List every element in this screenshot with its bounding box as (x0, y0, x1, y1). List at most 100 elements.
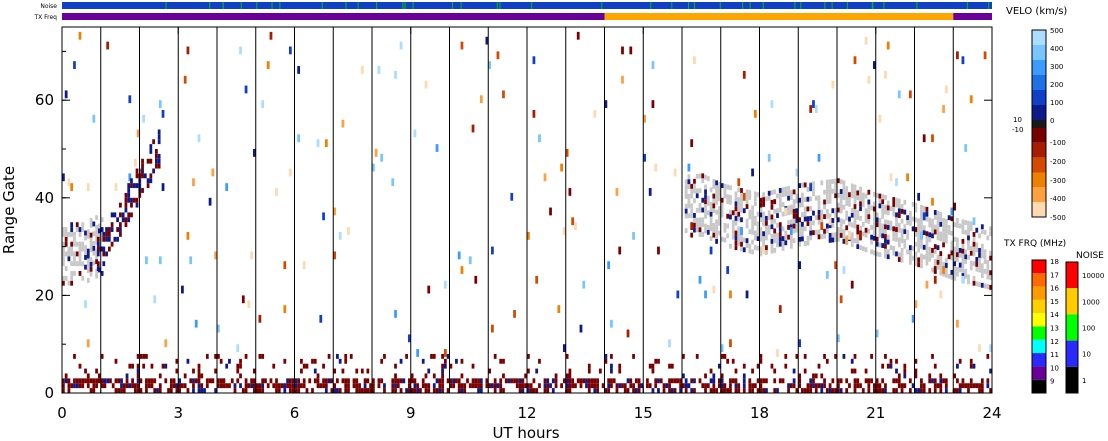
txfreq-colorbar-cell (1032, 366, 1046, 380)
scatter-point (139, 388, 143, 393)
scatter-point (908, 250, 912, 255)
scatter-point (89, 261, 93, 267)
scatter-point (205, 383, 209, 389)
scatter-point (773, 228, 777, 234)
scatter-point (441, 383, 444, 389)
scatter-point (884, 229, 887, 235)
scatter-point (709, 187, 713, 193)
scatter-point (380, 358, 384, 364)
scatter-point (925, 260, 929, 266)
scatter-point (986, 235, 990, 241)
scatter-point (161, 183, 165, 191)
scatter-point (460, 358, 464, 364)
scatter-point (712, 227, 716, 233)
scatter-point (485, 378, 489, 384)
scatter-point (881, 228, 885, 234)
scatter-point (157, 153, 161, 159)
scatter-point (155, 153, 158, 159)
scatter-point (884, 253, 887, 259)
velo-colorbar-label: -10 (1012, 126, 1023, 134)
noise-bar-tick (693, 2, 695, 9)
scatter-point (554, 378, 558, 384)
scatter-point (73, 251, 76, 257)
scatter-point (837, 202, 840, 208)
scatter-point (734, 201, 738, 207)
scatter-point (136, 368, 140, 374)
scatter-point (158, 100, 162, 109)
scatter-point (590, 383, 594, 389)
scatter-point (872, 388, 876, 393)
scatter-point (861, 246, 865, 252)
scatter-point (942, 232, 945, 238)
scatter-point (261, 388, 265, 393)
scatter-point (336, 388, 339, 393)
scatter-point (413, 129, 417, 138)
x-tick-label: 15 (634, 404, 653, 422)
scatter-point (626, 378, 630, 384)
scatter-point (64, 275, 68, 281)
scatter-point (778, 197, 782, 203)
scatter-point (878, 227, 882, 233)
scatter-point (145, 383, 148, 389)
scatter-point (684, 193, 688, 199)
scatter-point (939, 221, 943, 227)
scatter-point (809, 388, 813, 393)
scatter-point (236, 344, 240, 353)
scatter-point (70, 251, 74, 257)
scatter-point (759, 246, 763, 252)
scatter-point (751, 168, 754, 177)
scatter-point (438, 383, 442, 389)
scatter-point (867, 388, 871, 393)
velo-colorbar-title: VELO (km/s) (1006, 6, 1067, 17)
scatter-point (178, 388, 182, 393)
scatter-point (407, 383, 411, 389)
scatter-point (302, 378, 306, 384)
scatter-point (767, 224, 771, 230)
noise-bar-tick (601, 2, 603, 9)
scatter-point (521, 378, 525, 384)
scatter-point (629, 383, 633, 389)
scatter-point (776, 242, 779, 248)
scatter-point (972, 236, 976, 242)
scatter-point (149, 178, 153, 184)
scatter-point (756, 226, 760, 232)
noise-bar-tick (916, 2, 918, 9)
scatter-point (302, 363, 306, 369)
scatter-point (322, 378, 325, 384)
scatter-point (690, 213, 694, 219)
scatter-point (928, 256, 932, 262)
velo-colorbar-frame (1031, 29, 1047, 218)
scatter-point (737, 226, 741, 232)
scatter-point (956, 51, 959, 60)
scatter-point (895, 236, 898, 242)
scatter-point (886, 220, 890, 225)
scatter-point (405, 388, 408, 393)
scatter-point (776, 193, 779, 199)
scatter-point (914, 256, 918, 262)
scatter-point (825, 194, 829, 200)
scatter-point (84, 254, 87, 260)
scatter-point (867, 219, 871, 224)
scatter-point (944, 262, 948, 268)
scatter-point (62, 388, 65, 393)
scatter-point (745, 223, 749, 229)
scatter-point (593, 383, 597, 389)
scatter-point (767, 195, 771, 201)
scatter-point (953, 236, 957, 242)
scatter-point (897, 227, 901, 233)
scatter-point (817, 210, 821, 215)
scatter-point (861, 231, 865, 237)
noise-bar-tick (966, 2, 968, 9)
scatter-point (795, 198, 799, 204)
scatter-point (978, 233, 981, 239)
scatter-point (266, 383, 270, 389)
scatter-point (717, 220, 721, 226)
scatter-point (668, 339, 671, 348)
scatter-point (942, 237, 945, 243)
scatter-point (897, 373, 901, 379)
scatter-point (92, 241, 96, 246)
scatter-point (124, 217, 128, 223)
scatter-point (933, 266, 937, 274)
scatter-point (925, 206, 929, 212)
scatter-point (831, 80, 835, 89)
